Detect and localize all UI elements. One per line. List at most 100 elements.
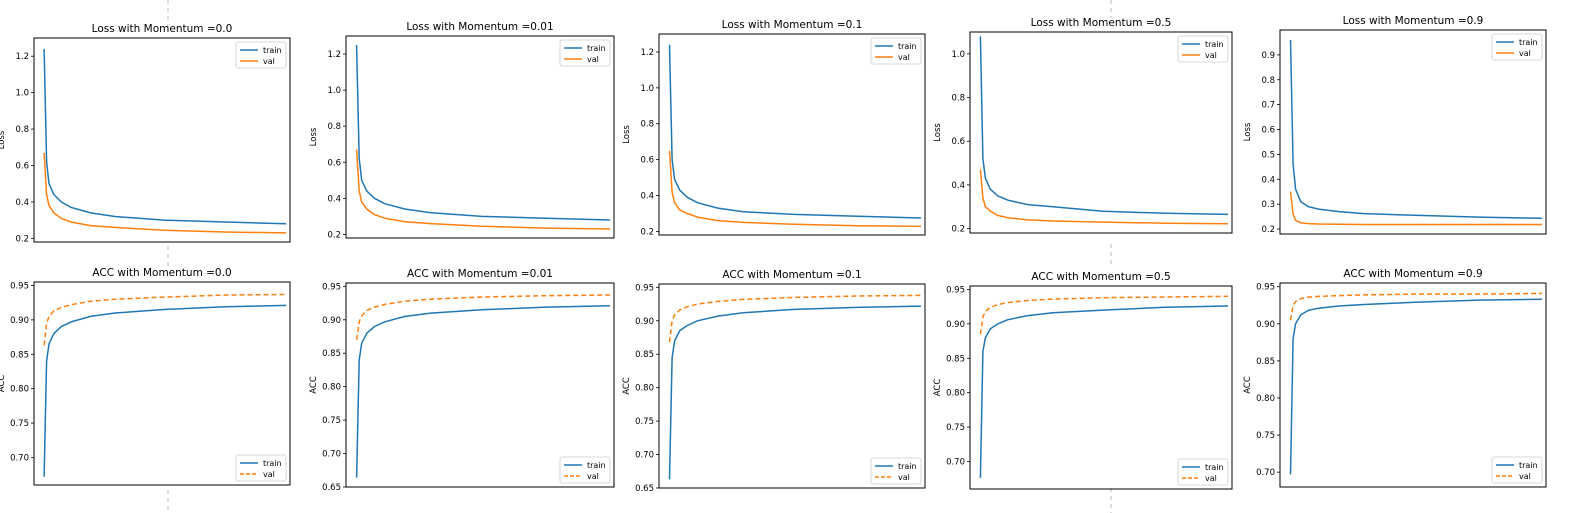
- y-tick-label: 0.90: [1256, 320, 1275, 330]
- y-tick-label: 0.90: [322, 316, 341, 326]
- legend-label-train: train: [263, 459, 282, 468]
- series-line-val: [355, 294, 611, 341]
- y-tick-label: 0.75: [322, 416, 341, 426]
- chart-panel: ACC with Momentum =0.01 ACC 0.65 0.70 0.75 0.…: [309, 268, 615, 493]
- legend-label-val: val: [1519, 472, 1531, 481]
- series-line-val: [43, 293, 287, 346]
- plot-frame: [969, 285, 1233, 490]
- y-tick-label: 1.0: [15, 89, 29, 99]
- y-tick-label: 0.95: [1256, 283, 1275, 293]
- series-line-val: [355, 149, 611, 230]
- plot-frame: [33, 37, 291, 243]
- y-tick-label: 0.70: [322, 450, 341, 460]
- y-tick-label: 0.85: [10, 350, 29, 360]
- series-line-val: [1289, 292, 1543, 321]
- y-tick-label: 0.8: [327, 122, 341, 132]
- legend-label-val: val: [1205, 474, 1217, 483]
- chart-title: ACC with Momentum =0.1: [722, 269, 861, 281]
- y-tick-label: 0.70: [946, 457, 965, 467]
- legend-label-val: val: [898, 473, 910, 482]
- series-line-train: [355, 44, 611, 221]
- chart-title: Loss with Momentum =0.0: [92, 23, 233, 35]
- legend-label-val: val: [263, 57, 275, 66]
- y-tick-label: 0.80: [946, 389, 965, 399]
- y-tick-label: 0.85: [946, 354, 965, 364]
- y-tick-label: 0.85: [1256, 357, 1275, 367]
- legend-label-train: train: [587, 461, 606, 470]
- y-tick-label: 0.75: [635, 417, 654, 427]
- chart-panel: Loss with Momentum =0.5 Loss 0.2 0.4 0.6 0.8 1…: [933, 17, 1233, 235]
- y-tick-label: 0.9: [1261, 51, 1275, 61]
- plot-frame: [345, 282, 615, 488]
- y-axis-label: Loss: [309, 127, 319, 146]
- series-line-train: [1289, 298, 1543, 475]
- y-tick-label: 0.8: [1261, 76, 1275, 86]
- y-tick-label: 0.80: [635, 384, 654, 394]
- series-line-val: [1289, 191, 1542, 226]
- series-line-train: [979, 305, 1229, 479]
- y-tick-label: 0.4: [15, 198, 29, 208]
- legend-label-val: val: [263, 470, 275, 479]
- legend-label-val: val: [898, 53, 910, 62]
- chart-title: ACC with Momentum =0.0: [92, 267, 231, 279]
- y-tick-label: 0.4: [640, 192, 654, 202]
- chart-title: Loss with Momentum =0.1: [722, 19, 863, 31]
- chart-panel: ACC with Momentum =0.1 ACC 0.65 0.70 0.75 0.8…: [622, 269, 926, 494]
- y-tick-label: 0.90: [946, 320, 965, 330]
- series-line-train: [979, 36, 1229, 216]
- legend-label-val: val: [1205, 51, 1217, 60]
- y-tick-label: 0.90: [635, 317, 654, 327]
- legend-label-train: train: [898, 42, 917, 51]
- y-tick-label: 0.70: [1256, 468, 1275, 478]
- plot-frame: [658, 283, 926, 489]
- chart-title: Loss with Momentum =0.9: [1343, 15, 1484, 27]
- legend-label-val: val: [587, 472, 599, 481]
- legend-label-train: train: [898, 462, 917, 471]
- y-tick-label: 0.75: [1256, 431, 1275, 441]
- series-line-train: [43, 48, 287, 225]
- y-tick-label: 0.2: [1261, 225, 1275, 235]
- y-axis-label: ACC: [1243, 376, 1253, 394]
- legend-label-val: val: [1519, 49, 1531, 58]
- chart-panel: Loss with Momentum =0.9 Loss 0.2 0.3 0.4 0.5 0…: [1243, 15, 1547, 235]
- series-line-val: [43, 152, 287, 234]
- y-axis-label: Loss: [0, 130, 7, 149]
- chart-panel: ACC with Momentum =0.9 ACC 0.70 0.75 0.80 0.8…: [1243, 268, 1547, 488]
- legend-label-val: val: [587, 55, 599, 64]
- y-tick-label: 0.7: [1261, 101, 1275, 111]
- y-tick-label: 0.90: [10, 316, 29, 326]
- y-tick-label: 0.85: [635, 350, 654, 360]
- y-axis-label: ACC: [933, 379, 943, 397]
- chart-panel: Loss with Momentum =0.1 Loss 0.2 0.4 0.6 0.8 1…: [622, 19, 926, 237]
- y-tick-label: 0.4: [327, 194, 341, 204]
- y-tick-label: 0.65: [322, 483, 341, 493]
- legend-label-train: train: [1205, 40, 1224, 49]
- y-tick-label: 0.6: [327, 158, 341, 168]
- plot-frame: [345, 35, 615, 239]
- y-tick-label: 0.80: [10, 385, 29, 395]
- series-line-train: [668, 44, 922, 219]
- plot-frame: [1279, 282, 1547, 488]
- y-tick-label: 1.2: [640, 48, 654, 58]
- y-tick-label: 0.80: [1256, 394, 1275, 404]
- chart-title: ACC with Momentum =0.5: [1031, 271, 1170, 283]
- y-tick-label: 0.8: [640, 120, 654, 130]
- y-tick-label: 0.6: [951, 137, 965, 147]
- y-axis-label: ACC: [622, 377, 632, 395]
- chart-panel: ACC with Momentum =0.5 ACC 0.70 0.75 0.80 0.8…: [933, 271, 1233, 490]
- legend-label-train: train: [263, 46, 282, 55]
- series-line-val: [979, 169, 1229, 225]
- legend-label-train: train: [1205, 463, 1224, 472]
- y-tick-label: 0.95: [635, 283, 654, 293]
- series-line-train: [355, 304, 611, 478]
- y-axis-label: Loss: [933, 123, 943, 142]
- series-line-val: [668, 150, 922, 228]
- chart-panel: Loss with Momentum =0.0 Loss 0.2 0.4 0.6 0.8 1…: [0, 23, 291, 244]
- plot-frame: [658, 33, 926, 236]
- y-tick-label: 1.0: [640, 84, 654, 94]
- plot-frame: [1279, 29, 1547, 235]
- y-tick-label: 0.95: [946, 285, 965, 295]
- y-tick-label: 0.5: [1261, 150, 1275, 160]
- y-tick-label: 0.2: [15, 234, 29, 244]
- legend-label-train: train: [1519, 38, 1538, 47]
